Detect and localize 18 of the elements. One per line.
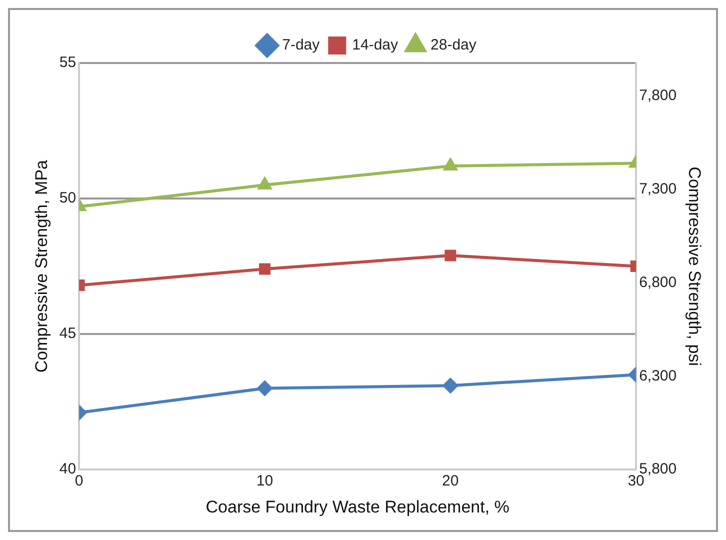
y2-tick-label: 7,300 bbox=[639, 180, 677, 198]
legend-label: 28-day bbox=[430, 36, 477, 54]
x-tick-label: 20 bbox=[442, 472, 459, 490]
y-tick-label: 55 bbox=[59, 54, 76, 72]
y2-tick-label: 7,800 bbox=[639, 87, 677, 104]
x-axis-title: Coarse Foundry Waste Replacement, % bbox=[206, 497, 510, 516]
x-tick-label: 30 bbox=[628, 472, 644, 490]
x-tick-label: 0 bbox=[74, 472, 84, 490]
legend-label: 14-day bbox=[352, 36, 399, 54]
y2-tick-label: 6,300 bbox=[639, 367, 677, 384]
x-tick-label: 10 bbox=[256, 472, 274, 490]
y-tick-label: 45 bbox=[59, 325, 76, 342]
y2-tick-label: 6,800 bbox=[639, 274, 677, 291]
y-tick-label: 50 bbox=[59, 190, 76, 207]
y-axis-title: Compressive Strength, MPa bbox=[32, 159, 51, 373]
y-tick-label: 40 bbox=[59, 460, 76, 478]
y2-axis-title: Compressive Strength, psi bbox=[685, 166, 704, 366]
legend-label: 7-day bbox=[282, 36, 320, 54]
